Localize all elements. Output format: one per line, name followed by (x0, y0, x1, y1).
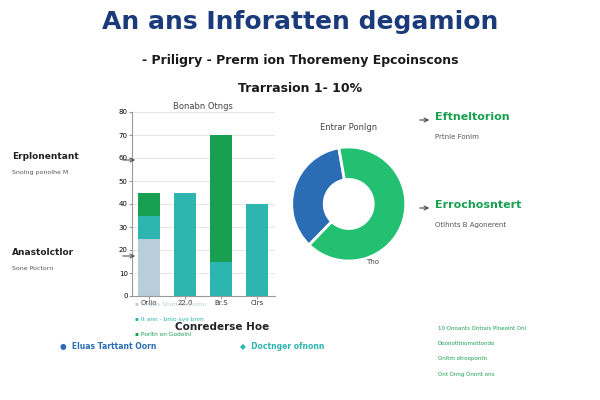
Text: Errochosntert: Errochosntert (435, 200, 521, 210)
Bar (211, 135, 232, 262)
Text: ▪ Frnpns Stunt chnsumo: ▪ Frnpns Stunt chnsumo (135, 302, 206, 307)
Text: Ont Onng Onnnt ons: Ont Onng Onnnt ons (438, 372, 494, 377)
Bar (139, 238, 160, 296)
Title: Bonabn Otngs: Bonabn Otngs (173, 102, 233, 111)
Text: Tho: Tho (366, 259, 379, 265)
Text: Otlhnts B Agonerent: Otlhnts B Agonerent (435, 222, 506, 228)
Text: Erplonentant: Erplonentant (12, 152, 79, 161)
Text: 10 Onoants Ontnos Plneolnt Onl: 10 Onoants Ontnos Plneolnt Onl (438, 326, 526, 331)
Text: Eftneltorion: Eftneltorion (435, 112, 509, 122)
Text: ◆  Doctnger ofnonn: ◆ Doctnger ofnonn (240, 342, 325, 351)
Bar (211, 262, 232, 296)
Text: ▪ It ann - bmo sve bnm: ▪ It ann - bmo sve bnm (135, 317, 204, 322)
Wedge shape (309, 147, 406, 261)
Bar (139, 192, 160, 216)
Text: Onltm otroopontn: Onltm otroopontn (438, 356, 487, 362)
Text: Snolng ponolhe M: Snolng ponolhe M (12, 170, 68, 175)
Title: Entrar Ponlgn: Entrar Ponlgn (320, 123, 377, 132)
Text: Doonotltnomottondo: Doonotltnomottondo (438, 341, 496, 346)
Bar (139, 216, 160, 238)
Bar (247, 204, 268, 296)
Text: Conrederse Hoe: Conrederse Hoe (175, 322, 269, 332)
Text: ●  Eluas Tarttant Oorn: ● Eluas Tarttant Oorn (60, 342, 157, 351)
Text: Trarrasion 1- 10%: Trarrasion 1- 10% (238, 82, 362, 95)
Text: ▪ Porltn on Godolnl: ▪ Porltn on Godolnl (135, 332, 191, 338)
Wedge shape (292, 148, 344, 245)
Bar (175, 192, 196, 296)
Text: Prtnle Fonim: Prtnle Fonim (435, 134, 479, 140)
Text: Sone Poctorn: Sone Poctorn (12, 266, 53, 271)
Text: Anastolctlor: Anastolctlor (12, 248, 74, 257)
Text: An ans Inforatten degamion: An ans Inforatten degamion (102, 10, 498, 34)
Text: - Priligry - Prerm ion Thoremeny Epcoinscons: - Priligry - Prerm ion Thoremeny Epcoins… (142, 54, 458, 67)
